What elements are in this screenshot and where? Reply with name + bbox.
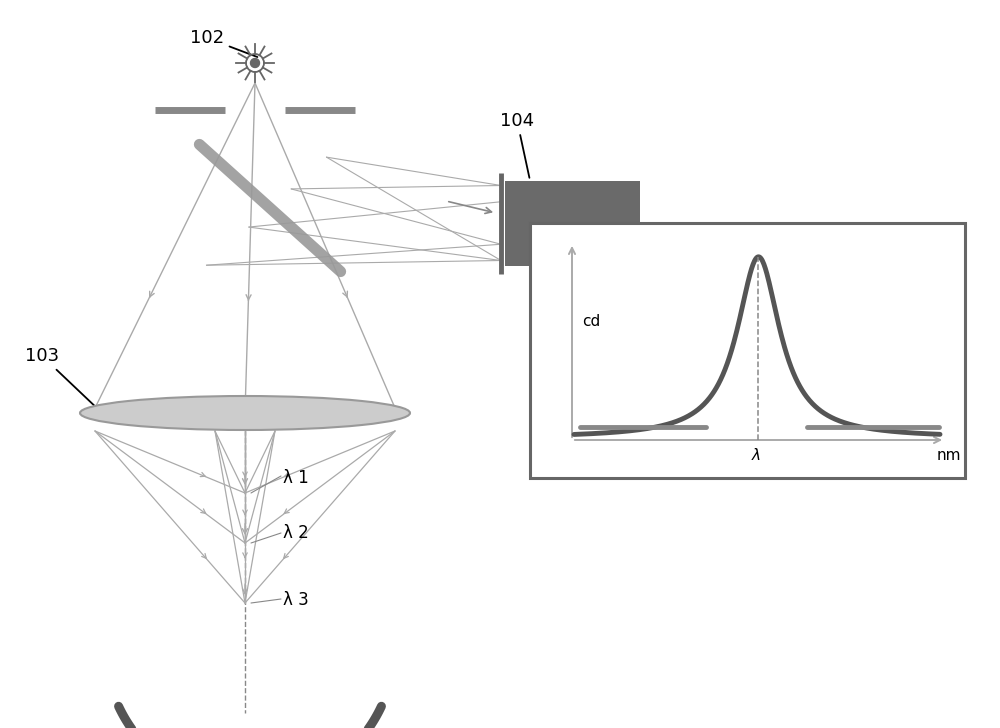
Circle shape [250, 58, 260, 68]
Text: 104: 104 [500, 111, 534, 178]
Ellipse shape [80, 396, 410, 430]
Bar [530, 223, 965, 478]
Text: nm: nm [937, 448, 961, 463]
Text: 103: 103 [25, 347, 98, 409]
Text: λ 1: λ 1 [283, 469, 309, 487]
Bar [505, 181, 640, 266]
Text: cd: cd [582, 314, 600, 329]
Text: λ 3: λ 3 [283, 591, 309, 609]
Text: 102: 102 [190, 29, 257, 57]
Text: λ 2: λ 2 [283, 524, 309, 542]
Text: 300: 300 [0, 727, 1, 728]
Text: λ: λ [752, 448, 760, 463]
